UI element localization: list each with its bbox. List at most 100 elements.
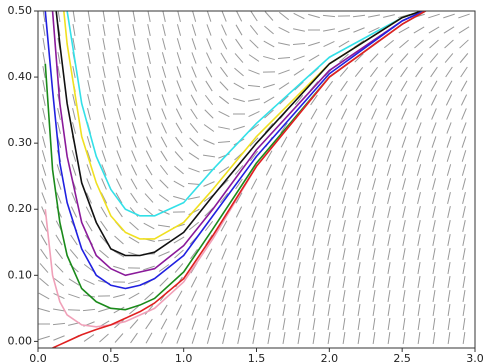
slope-dash [401,108,407,120]
y-tick-label: 0.20 [8,202,33,215]
slope-dash [340,80,348,92]
slope-dash [295,136,303,148]
slope-dash [402,234,406,246]
slope-dash [461,136,467,148]
slope-dash [235,38,243,50]
slope-dash [264,123,274,133]
slope-dash [234,165,244,175]
slope-dash [236,262,242,274]
slope-dash [413,26,425,34]
slope-dash [191,38,197,50]
slope-dash [342,317,346,331]
x-tick-label: 0.5 [102,352,120,364]
slope-dash [158,264,170,272]
slope-dash [70,234,78,246]
slope-dash [235,178,243,190]
slope-dash [372,206,376,218]
slope-dash [113,293,125,299]
x-tick-label: 3.0 [466,352,484,364]
slope-dash [252,304,256,316]
slope-dash [72,24,76,36]
slope-dash [447,331,451,345]
slope-dash [432,220,436,232]
slope-dash [386,178,392,190]
slope-dash [203,139,215,145]
slope-dash [39,277,49,287]
slope-dash [250,11,258,22]
slope-dash [188,152,200,160]
slope-dash [85,206,93,218]
slope-dash [146,136,152,148]
slope-dash [71,164,77,176]
slope-dash [357,290,361,302]
slope-dash [129,319,139,329]
slope-dash [117,11,121,22]
slope-dash [368,26,380,34]
slope-dash [281,206,287,218]
slope-dash [462,331,466,345]
slope-dash [218,126,230,130]
slope-dash [402,303,406,317]
slope-dash [221,248,227,260]
slope-dash [114,235,124,245]
slope-dash [67,309,81,311]
slope-dash [42,38,46,50]
slope-dash [458,26,470,34]
slope-dash [190,108,198,120]
slope-dash [401,122,407,134]
slope-dash [248,110,260,118]
slope-dash [296,220,302,232]
slope-dash [71,122,77,134]
slope-dash [249,24,259,36]
solution-curve [66,11,425,217]
slope-dash [116,136,122,148]
slope-dash [203,124,215,132]
slope-dash [311,164,317,176]
slope-dash [41,164,47,176]
slope-dash [82,308,96,312]
slope-dash [204,207,214,217]
slope-dash [342,303,346,317]
slope-dash [72,94,76,106]
slope-dash [159,179,169,189]
slope-dash [72,38,76,50]
slope-dash [115,206,123,218]
slope-dash [39,263,49,273]
slope-dash [340,94,348,106]
slope-dash [443,26,455,34]
slope-dash [130,332,138,344]
slope-dash [311,178,317,190]
slope-dash [266,220,272,232]
slope-dash [278,69,290,75]
slope-dash [308,13,320,19]
slope-dash [280,136,288,148]
slope-dash [191,304,197,316]
slope-dash [146,80,152,92]
slope-dash [206,262,212,274]
slope-dash [308,41,320,47]
slope-dash [129,221,139,231]
slope-dash [249,39,259,49]
slope-dash [430,80,438,92]
slope-dash [310,122,318,134]
slope-dash [143,265,155,271]
slope-dash [117,80,121,92]
slope-dash [462,248,466,260]
slope-dash [401,178,407,190]
slope-dash [417,248,421,260]
slope-dash [415,94,423,106]
slope-dash [128,279,140,285]
slope-dash [432,234,436,246]
slope-dash [386,122,392,134]
slope-dash [158,251,170,257]
slope-dash [86,192,92,204]
slope-dash [159,277,169,287]
slope-dash [312,276,316,288]
slope-dash [312,304,316,316]
slope-dash [131,108,137,120]
slope-dash [188,167,200,173]
slope-dash [189,123,199,133]
slope-dash [174,165,184,175]
slope-dash [402,331,406,345]
